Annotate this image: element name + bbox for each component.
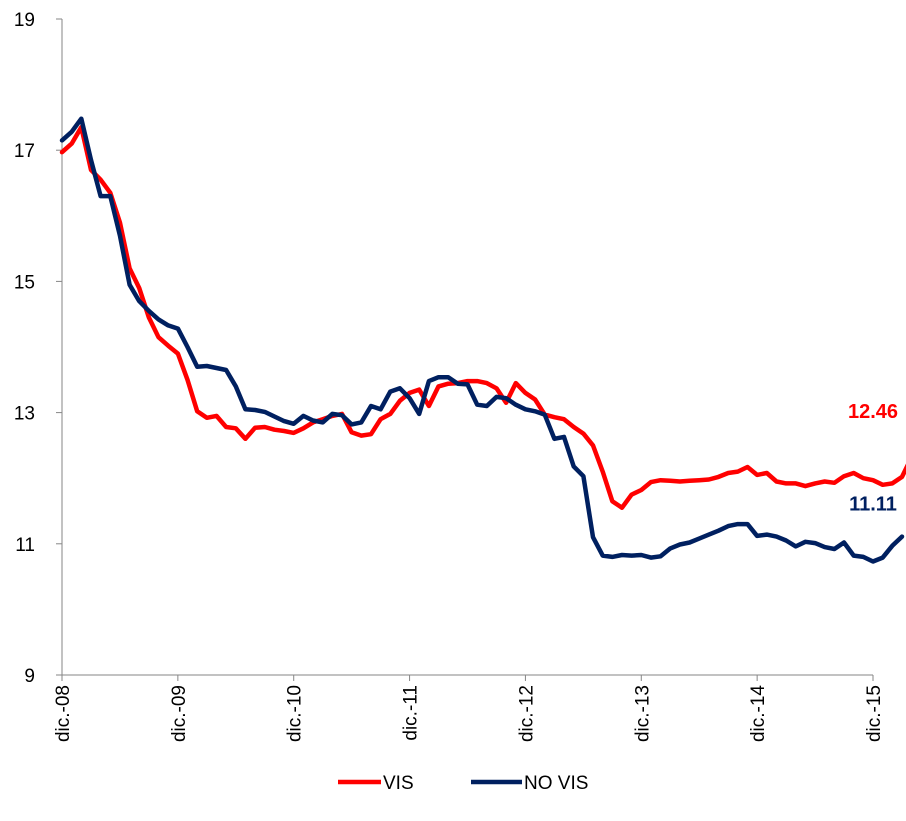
x-tick-label: dic.-13 (632, 685, 653, 742)
legend-label-no-vis: NO VIS (524, 773, 588, 794)
x-tick-label: dic.-10 (285, 685, 306, 742)
y-tick-label: 19 (14, 10, 35, 31)
y-tick-label: 9 (24, 666, 35, 687)
series-line-vis (59, 124, 906, 510)
y-tick-label: 11 (15, 535, 35, 556)
legend: VIS NO VIS (338, 773, 588, 794)
legend-label-vis: VIS (383, 773, 414, 794)
x-tick-label: dic.-12 (516, 685, 537, 742)
series-lines (59, 116, 906, 564)
y-tick-label: 17 (14, 141, 35, 162)
x-tick-label: dic.-15 (864, 685, 885, 742)
axes: 9 11 13 15 17 19 dic.-08 dic.-09 dic.-10 dic.-11 d… (14, 10, 885, 742)
data-label-no-vis: 11.11 (849, 494, 897, 516)
data-label-vis: 12.46 (848, 401, 898, 423)
x-tick-label: dic.-11 (401, 685, 422, 741)
series-line-no-vis (59, 116, 905, 564)
x-tick-label: dic.-08 (53, 685, 74, 742)
y-tick-label: 13 (14, 404, 35, 425)
x-tick-label: dic.-14 (748, 685, 769, 742)
y-tick-label: 15 (14, 272, 35, 293)
x-tick-label: dic.-09 (169, 685, 190, 742)
end-value-labels: 12.46 11.11 (848, 401, 898, 516)
